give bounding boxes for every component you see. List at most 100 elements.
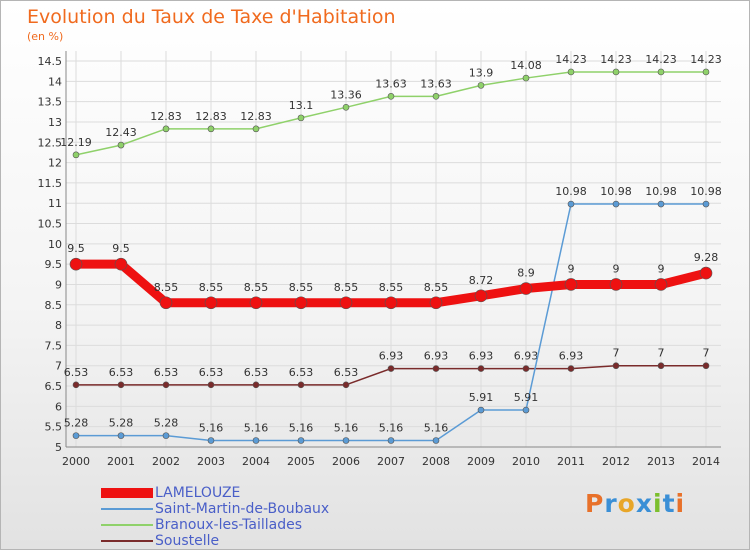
y-tick-label: 12	[48, 157, 62, 170]
data-point	[657, 68, 665, 76]
data-label: 5.16	[379, 421, 404, 434]
x-tick-label: 2010	[512, 455, 540, 468]
data-point	[387, 437, 395, 444]
data-label: 7	[703, 347, 710, 360]
data-point	[522, 406, 530, 414]
y-tick-label: 5	[55, 441, 62, 454]
y-tick-label: 9.5	[45, 258, 63, 271]
x-tick-label: 2007	[377, 455, 405, 468]
data-label: 5.16	[424, 421, 449, 434]
proxiti-logo: Proxiti	[585, 489, 685, 518]
data-point	[294, 296, 308, 310]
data-point	[477, 82, 485, 89]
data-label: 8.55	[289, 281, 314, 294]
data-label: 8.55	[334, 281, 359, 294]
data-point	[207, 437, 215, 444]
data-point	[117, 381, 125, 389]
data-label: 10.98	[600, 185, 632, 198]
data-point	[432, 365, 440, 372]
data-label: 6.93	[559, 350, 584, 363]
legend-item: Saint-Martin-de-Boubaux	[101, 501, 329, 517]
data-point	[522, 74, 530, 82]
data-point	[72, 381, 80, 389]
legend-swatch	[101, 507, 153, 511]
logo-letter: o	[617, 489, 636, 518]
y-tick-label: 8.5	[45, 299, 63, 312]
data-point	[162, 432, 170, 439]
data-point	[474, 289, 488, 303]
data-label: 5.91	[514, 391, 539, 404]
data-label: 5.16	[334, 421, 359, 434]
y-tick-label: 8	[55, 319, 62, 332]
data-label: 8.55	[379, 281, 404, 294]
legend-item: Soustelle	[101, 533, 329, 549]
x-tick-label: 2001	[107, 455, 135, 468]
data-label: 5.91	[469, 391, 494, 404]
data-point	[252, 437, 260, 444]
data-label: 5.16	[289, 421, 314, 434]
data-label: 7	[658, 347, 665, 360]
data-label: 13.63	[375, 77, 407, 90]
legend-swatch	[101, 523, 153, 527]
data-point	[702, 200, 710, 208]
data-label: 9	[568, 262, 575, 275]
data-point	[519, 282, 533, 295]
data-label: 12.43	[105, 126, 137, 139]
data-point	[567, 365, 575, 372]
data-label: 12.83	[195, 110, 227, 123]
x-tick-label: 2004	[242, 455, 270, 468]
x-tick-label: 2012	[602, 455, 630, 468]
logo-letter: i	[675, 489, 686, 518]
data-label: 5.16	[199, 421, 224, 434]
data-label: 6.53	[289, 366, 314, 379]
data-label: 9.5	[67, 242, 85, 255]
data-point	[72, 432, 80, 439]
chart-title: Evolution du Taux de Taxe d'Habitation	[27, 6, 396, 28]
data-label: 9.28	[694, 251, 719, 264]
data-label: 6.53	[334, 366, 359, 379]
data-point	[612, 200, 620, 208]
data-label: 6.53	[199, 366, 224, 379]
data-point	[429, 296, 443, 310]
data-point	[477, 406, 485, 414]
data-point	[384, 296, 398, 310]
data-label: 9	[613, 262, 620, 275]
data-label: 8.55	[199, 281, 224, 294]
data-label: 10.98	[645, 185, 677, 198]
data-point	[657, 362, 665, 370]
data-point	[612, 68, 620, 76]
data-point	[567, 68, 575, 76]
x-tick-label: 2009	[467, 455, 495, 468]
data-point	[249, 296, 263, 310]
data-point	[114, 257, 128, 271]
data-label: 12.83	[150, 110, 182, 123]
data-label: 6.93	[514, 350, 539, 363]
data-label: 6.93	[379, 350, 404, 363]
data-label: 6.53	[244, 366, 269, 379]
data-label: 5.28	[154, 417, 179, 430]
legend-item: LAMELOUZE	[101, 485, 329, 501]
data-point	[252, 381, 260, 389]
data-label: 13.1	[289, 99, 314, 112]
y-tick-label: 10.5	[38, 218, 63, 231]
legend-item: Branoux-les-Taillades	[101, 517, 329, 533]
data-point	[204, 296, 218, 310]
data-point	[564, 278, 578, 291]
legend-swatch	[101, 539, 153, 543]
legend-label: LAMELOUZE	[155, 485, 241, 501]
x-tick-label: 2006	[332, 455, 360, 468]
data-point	[609, 278, 623, 291]
logo-letter: i	[653, 489, 663, 518]
data-label: 14.08	[510, 59, 542, 72]
data-label: 8.55	[244, 281, 269, 294]
logo-letter: P	[585, 489, 605, 518]
data-point	[522, 365, 530, 372]
y-tick-label: 10	[48, 238, 62, 251]
logo-letter: r	[604, 489, 618, 518]
chart-subtitle: (en %)	[27, 30, 64, 43]
chart-legend: LAMELOUZE Saint-Martin-de-Boubaux Branoux-…	[101, 485, 329, 549]
x-tick-label: 2000	[62, 455, 90, 468]
data-label: 13.63	[420, 77, 452, 90]
data-label: 8.55	[154, 281, 179, 294]
y-tick-label: 14.5	[38, 55, 63, 68]
